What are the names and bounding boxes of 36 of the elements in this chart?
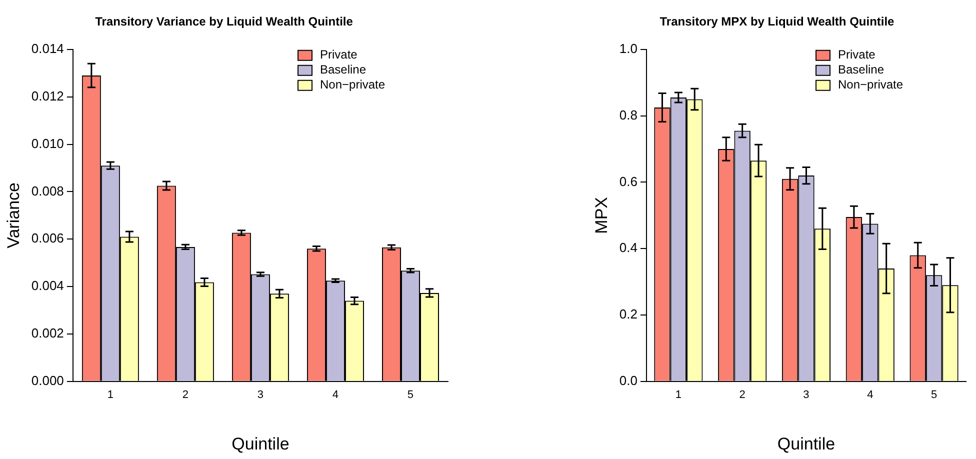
x-tick-label: 2	[182, 389, 189, 402]
legend-label: Private	[320, 48, 358, 62]
y-tick-label: 0.2	[619, 306, 638, 322]
y-tick-label: 0.0	[619, 372, 638, 388]
legend-label: Baseline	[838, 62, 884, 77]
x-tick-label: 2	[739, 389, 746, 402]
x-tick-label: 5	[407, 389, 414, 402]
y-tick-label: 0.008	[31, 183, 64, 198]
y-tick-label: 0.012	[31, 88, 64, 104]
y-tick-label: 0.010	[31, 136, 64, 151]
y-tick-label: 0.004	[31, 278, 64, 294]
y-axis-title: MPX	[592, 196, 611, 234]
y-tick-label: 0.000	[31, 372, 64, 388]
x-tick-label: 4	[332, 389, 339, 402]
legend-label: Non−private	[838, 78, 904, 92]
x-tick-label: 3	[257, 389, 264, 402]
legend-label: Non−private	[320, 78, 386, 92]
y-tick-label: 0.6	[619, 174, 638, 189]
chart-title: Transitory Variance by Liquid Wealth Quintile	[95, 14, 354, 29]
x-tick-label: 1	[107, 389, 114, 402]
x-tick-label: 1	[675, 389, 682, 402]
y-tick-label: 0.002	[31, 326, 64, 341]
y-tick-label: 0.8	[619, 107, 638, 122]
x-axis-title: Quintile	[777, 434, 836, 454]
y-tick-label: 0.014	[31, 40, 64, 56]
y-tick-label: 1.0	[619, 40, 638, 56]
x-tick-label: 4	[867, 389, 874, 402]
x-tick-label: 3	[803, 389, 810, 402]
legend-label: Baseline	[320, 62, 366, 77]
y-axis-title: Variance	[4, 182, 23, 248]
y-tick-label: 0.4	[619, 240, 638, 256]
chart-title: Transitory MPX by Liquid Wealth Quintile	[660, 14, 895, 29]
x-axis-title: Quintile	[232, 434, 290, 454]
x-tick-label: 5	[930, 389, 938, 402]
legend-label: Private	[838, 48, 876, 62]
y-tick-label: 0.006	[31, 230, 64, 246]
